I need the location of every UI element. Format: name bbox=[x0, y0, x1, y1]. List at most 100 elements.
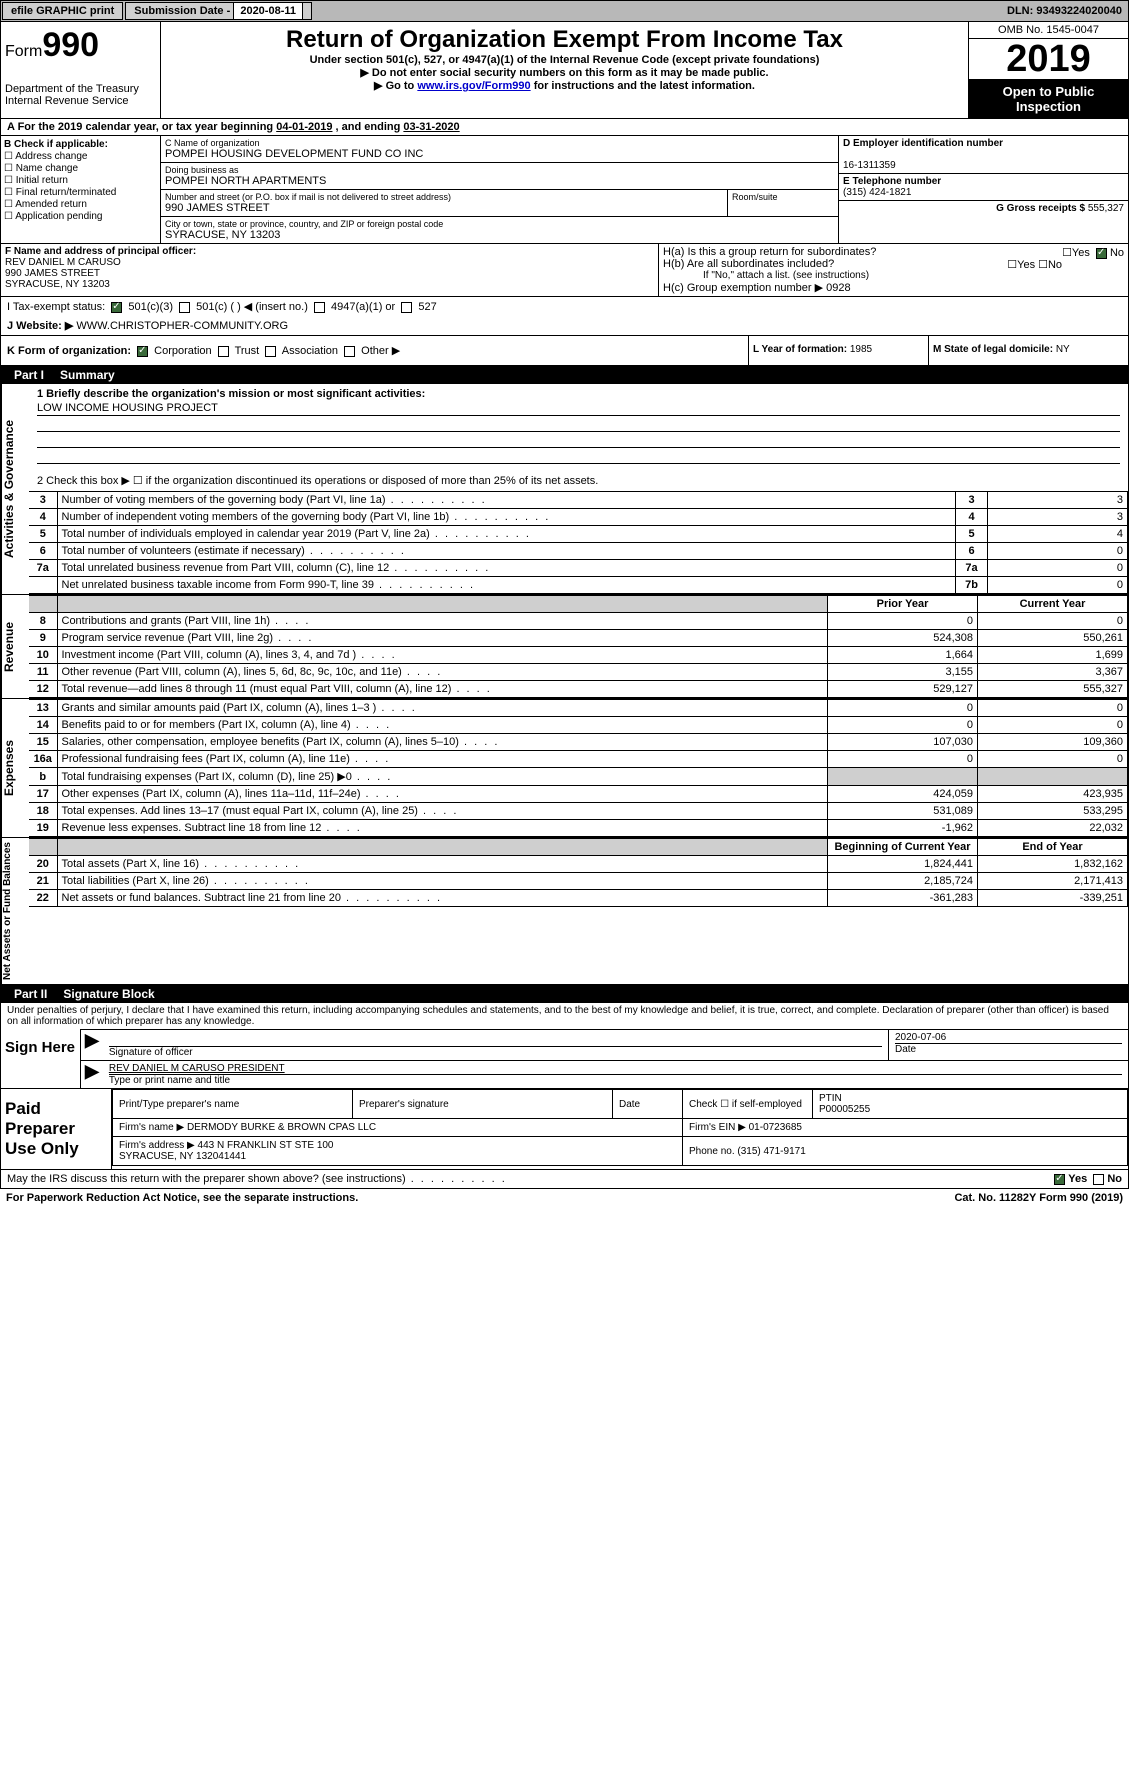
part2-name: Signature Block bbox=[55, 987, 162, 1001]
q2-checkbox-line: 2 Check this box ▶ ☐ if the organization… bbox=[29, 470, 1128, 491]
revenue-table: Prior YearCurrent Year8Contributions and… bbox=[29, 595, 1128, 698]
form-title: Return of Organization Exempt From Incom… bbox=[165, 26, 964, 54]
table-row: 15Salaries, other compensation, employee… bbox=[29, 734, 1128, 751]
table-row: 20Total assets (Part X, line 16)1,824,44… bbox=[29, 856, 1128, 873]
sig-date-cell: 2020-07-06 Date bbox=[888, 1030, 1128, 1060]
open-public-badge: Open to Public Inspection bbox=[969, 79, 1128, 118]
form-org-label: K Form of organization: bbox=[7, 345, 131, 357]
chk-4947[interactable] bbox=[314, 302, 325, 313]
part2-label: Part II bbox=[6, 987, 55, 1001]
discuss-yes[interactable] bbox=[1054, 1174, 1065, 1185]
ha-label: H(a) Is this a group return for subordin… bbox=[663, 246, 876, 258]
form-subtitle: Under section 501(c), 527, or 4947(a)(1)… bbox=[165, 54, 964, 66]
submission-label-text: Submission Date - bbox=[134, 5, 233, 17]
chk-501c3[interactable] bbox=[111, 302, 122, 313]
chk-assoc[interactable] bbox=[265, 346, 276, 357]
firm-ein-cell: Firm's EIN ▶ 01-0723685 bbox=[683, 1119, 1128, 1137]
officer-city: SYRACUSE, NY 13203 bbox=[5, 279, 110, 290]
ein-value: 16-1311359 bbox=[843, 160, 896, 171]
sign-here-label: Sign Here bbox=[1, 1029, 81, 1088]
state-domicile: NY bbox=[1056, 344, 1070, 355]
part2-header: Part II Signature Block bbox=[0, 985, 1129, 1003]
tax-year: 2019 bbox=[969, 39, 1128, 79]
table-row: 18Total expenses. Add lines 13–17 (must … bbox=[29, 803, 1128, 820]
table-row: 16aProfessional fundraising fees (Part I… bbox=[29, 751, 1128, 768]
revenue-section: Revenue Prior YearCurrent Year8Contribut… bbox=[0, 595, 1129, 699]
table-row: 14Benefits paid to or for members (Part … bbox=[29, 717, 1128, 734]
table-row: 8Contributions and grants (Part VIII, li… bbox=[29, 613, 1128, 630]
table-row: 17Other expenses (Part IX, column (A), l… bbox=[29, 786, 1128, 803]
ptin-cell: PTINP00005255 bbox=[813, 1090, 1128, 1119]
table-row: 11Other revenue (Part VIII, column (A), … bbox=[29, 664, 1128, 681]
discuss-label: May the IRS discuss this return with the… bbox=[7, 1173, 507, 1185]
side-governance: Activities & Governance bbox=[1, 384, 29, 594]
box-b-label: B Check if applicable: bbox=[4, 139, 108, 150]
table-row: 3Number of voting members of the governi… bbox=[29, 492, 1128, 509]
hb-note: If "No," attach a list. (see instruction… bbox=[663, 270, 1124, 281]
officer-name-cell: REV DANIEL M CARUSO PRESIDENT Type or pr… bbox=[103, 1061, 1128, 1088]
netassets-section: Net Assets or Fund Balances Beginning of… bbox=[0, 838, 1129, 985]
ha-no-check[interactable] bbox=[1096, 248, 1107, 259]
chk-corp[interactable] bbox=[137, 346, 148, 357]
table-row: 22Net assets or fund balances. Subtract … bbox=[29, 890, 1128, 907]
addr-label: Number and street (or P.O. box if mail i… bbox=[165, 192, 723, 202]
year-formation-label: L Year of formation: bbox=[753, 344, 850, 355]
header-center: Return of Organization Exempt From Incom… bbox=[161, 22, 968, 118]
chk-final-return[interactable]: ☐ Final return/terminated bbox=[4, 187, 157, 198]
row-klm: K Form of organization: Corporation Trus… bbox=[0, 336, 1129, 366]
gross-label: G Gross receipts $ bbox=[996, 203, 1088, 214]
dept-label: Department of the Treasury Internal Reve… bbox=[5, 83, 156, 107]
efile-button[interactable]: efile GRAPHIC print bbox=[2, 2, 123, 20]
period-end: 03-31-2020 bbox=[403, 121, 459, 133]
gross-value: 555,327 bbox=[1088, 203, 1124, 214]
side-expenses: Expenses bbox=[1, 699, 29, 837]
part1-header: Part I Summary bbox=[0, 366, 1129, 384]
irs-link[interactable]: www.irs.gov/Form990 bbox=[417, 80, 530, 92]
dba-label: Doing business as bbox=[165, 165, 834, 175]
side-revenue: Revenue bbox=[1, 595, 29, 698]
tax-status-label: I Tax-exempt status: bbox=[7, 301, 105, 313]
row-fh: F Name and address of principal officer:… bbox=[0, 244, 1129, 297]
chk-trust[interactable] bbox=[218, 346, 229, 357]
phone-label: E Telephone number bbox=[843, 176, 941, 187]
discuss-no[interactable] bbox=[1093, 1174, 1104, 1185]
table-row: 19Revenue less expenses. Subtract line 1… bbox=[29, 820, 1128, 837]
chk-app-pending[interactable]: ☐ Application pending bbox=[4, 211, 157, 222]
hb-label: H(b) Are all subordinates included? bbox=[663, 258, 834, 270]
table-row: bTotal fundraising expenses (Part IX, co… bbox=[29, 768, 1128, 786]
discuss-row: May the IRS discuss this return with the… bbox=[0, 1170, 1129, 1189]
cat-number: Cat. No. 11282Y bbox=[954, 1192, 1036, 1204]
row-j: J Website: ▶ WWW.CHRISTOPHER-COMMUNITY.O… bbox=[0, 316, 1129, 336]
chk-501c[interactable] bbox=[179, 302, 190, 313]
row-i: I Tax-exempt status: 501(c)(3) 501(c) ( … bbox=[0, 297, 1129, 316]
paid-label: Paid Preparer Use Only bbox=[1, 1089, 111, 1169]
table-row: 4Number of independent voting members of… bbox=[29, 509, 1128, 526]
expenses-table: 13Grants and similar amounts paid (Part … bbox=[29, 699, 1128, 837]
form-note2: ▶ Go to www.irs.gov/Form990 for instruct… bbox=[165, 79, 964, 92]
addr-value: 990 JAMES STREET bbox=[165, 202, 723, 214]
officer-addr: 990 JAMES STREET bbox=[5, 268, 100, 279]
chk-initial-return[interactable]: ☐ Initial return bbox=[4, 175, 157, 186]
chk-527[interactable] bbox=[401, 302, 412, 313]
chk-name-change[interactable]: ☐ Name change bbox=[4, 163, 157, 174]
city-value: SYRACUSE, NY 13203 bbox=[165, 229, 834, 241]
chk-address-change[interactable]: ☐ Address change bbox=[4, 151, 157, 162]
omb-number: OMB No. 1545-0047 bbox=[969, 22, 1128, 39]
submission-label: Submission Date - 2020-08-11 bbox=[125, 2, 312, 20]
officer-name: REV DANIEL M CARUSO bbox=[5, 257, 121, 268]
website-value: WWW.CHRISTOPHER-COMMUNITY.ORG bbox=[76, 320, 288, 332]
table-row: 12Total revenue—add lines 8 through 11 (… bbox=[29, 681, 1128, 698]
netassets-table: Beginning of Current YearEnd of Year20To… bbox=[29, 838, 1128, 907]
top-bar: efile GRAPHIC print Submission Date - 20… bbox=[0, 0, 1129, 22]
arrow-icon: ▶ bbox=[81, 1061, 103, 1088]
box-h: H(a) Is this a group return for subordin… bbox=[658, 244, 1128, 296]
box-c: C Name of organization POMPEI HOUSING DE… bbox=[161, 136, 838, 243]
officer-label: F Name and address of principal officer: bbox=[5, 246, 196, 257]
year-formation: 1985 bbox=[850, 344, 872, 355]
mission-label: 1 Briefly describe the organization's mi… bbox=[37, 388, 425, 400]
chk-other[interactable] bbox=[344, 346, 355, 357]
prep-sig-label: Preparer's signature bbox=[353, 1090, 613, 1119]
chk-amended[interactable]: ☐ Amended return bbox=[4, 199, 157, 210]
table-row: 21Total liabilities (Part X, line 26)2,1… bbox=[29, 873, 1128, 890]
org-name: POMPEI HOUSING DEVELOPMENT FUND CO INC bbox=[165, 148, 834, 160]
